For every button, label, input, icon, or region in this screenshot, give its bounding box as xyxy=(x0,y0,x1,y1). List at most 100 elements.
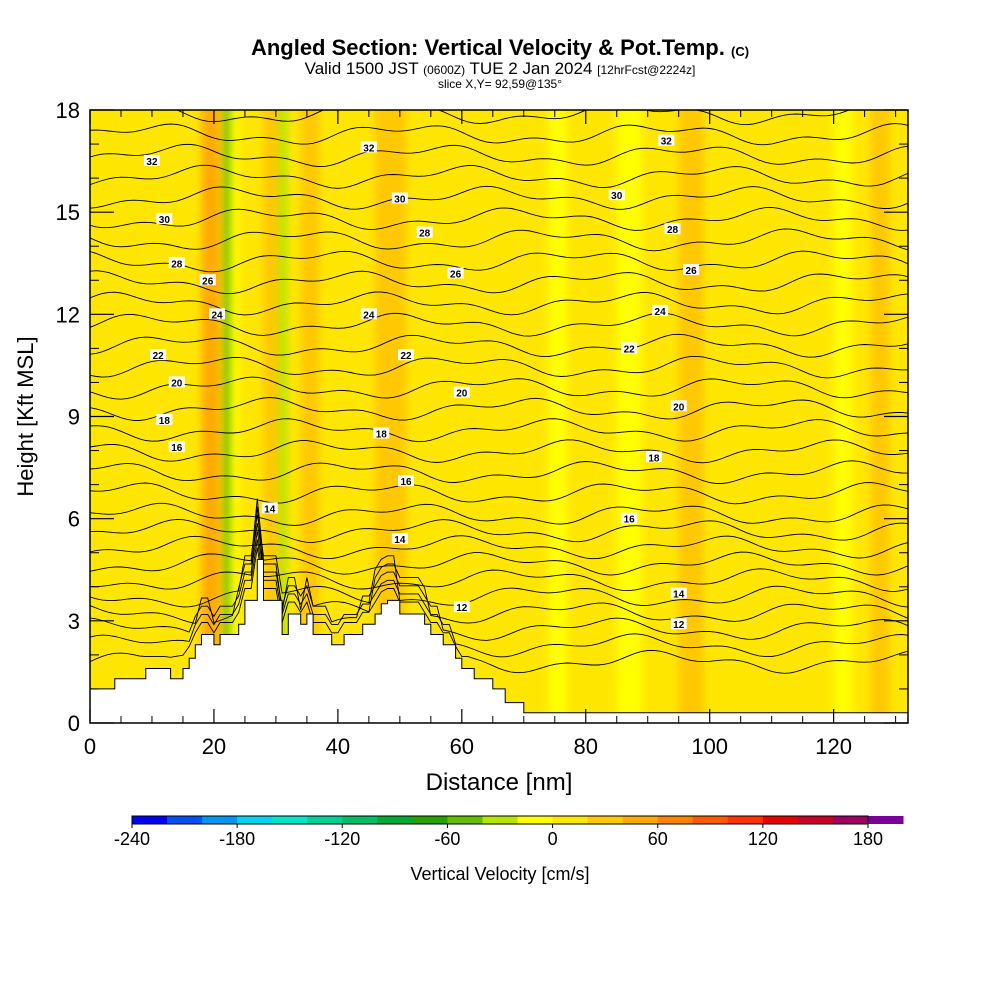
theta-contour-21 xyxy=(90,250,908,273)
x-tick-label-6: 120 xyxy=(815,734,852,759)
contour-label-26: 22 xyxy=(624,344,636,355)
contour-label-11: 30 xyxy=(394,195,406,206)
contour-label-23: 28 xyxy=(667,225,679,236)
velocity-column-15 xyxy=(870,110,890,723)
contour-label-bg-15 xyxy=(398,349,415,361)
contour-label-27: 20 xyxy=(673,402,685,413)
y-axis-label: Height [Kft MSL] xyxy=(13,336,38,496)
contour-label-5: 22 xyxy=(153,351,165,362)
contour-label-14: 24 xyxy=(363,310,375,321)
colorbar-swatch-16 xyxy=(692,816,729,824)
title-unit-tag: (C) xyxy=(731,44,750,59)
colorbar-swatch-19 xyxy=(797,816,834,824)
colorbar-swatch-21 xyxy=(868,816,904,824)
colorbar-swatch-18 xyxy=(762,816,799,824)
contour-label-2: 28 xyxy=(171,259,183,270)
theta-contour-27 xyxy=(90,123,908,146)
theta-contour-17 xyxy=(90,333,908,358)
colorbar-swatch-15 xyxy=(657,816,694,824)
x-tick-label-3: 60 xyxy=(450,734,474,759)
contour-label-bg-22 xyxy=(608,189,625,201)
contour-label-12: 28 xyxy=(419,229,431,240)
contour-label-20: 12 xyxy=(456,603,468,614)
contour-label-4: 24 xyxy=(211,310,223,321)
contour-label-bg-17 xyxy=(373,427,390,439)
contour-label-10: 32 xyxy=(363,143,375,154)
contour-label-15: 22 xyxy=(400,351,412,362)
colorbar-swatch-0 xyxy=(132,816,168,824)
contour-label-bg-18 xyxy=(398,475,415,487)
colorbar-swatch-10 xyxy=(482,816,518,824)
theta-contour-18 xyxy=(90,312,908,337)
contour-label-bg-11 xyxy=(391,192,408,204)
contour-label-0: 32 xyxy=(146,157,158,168)
colorbar-swatch-5 xyxy=(307,816,343,824)
contour-labels: 32 30 28 26 24 22 20 18 16 14 32 30 28 26 24 22 20 18 16 14… xyxy=(143,134,700,631)
theta-contour-23 xyxy=(90,206,908,231)
colorbar-tick-label-7: 180 xyxy=(853,829,883,849)
y-tick-label-6: 18 xyxy=(56,98,80,123)
contour-label-bg-3 xyxy=(199,274,216,286)
contour-label-bg-27 xyxy=(670,400,687,412)
forecast-tag: [12hrFcst@2224z] xyxy=(597,63,696,77)
theta-contour-28 xyxy=(105,110,908,126)
velocity-column-2 xyxy=(223,110,231,723)
contour-label-21: 32 xyxy=(661,137,673,148)
contour-label-17: 18 xyxy=(376,430,388,441)
y-tick-label-0: 0 xyxy=(68,711,80,736)
y-tick-label-5: 15 xyxy=(56,200,80,225)
x-tick-label-4: 80 xyxy=(574,734,598,759)
theta-contour-5 xyxy=(90,506,908,592)
theta-contour-8 xyxy=(90,518,908,543)
colorbar-swatch-7 xyxy=(377,816,413,824)
plot-axes: 0 20 40 60 80 100 120 0 3 6 9 12 15 18 Distance [nm] He… xyxy=(13,98,909,796)
contour-label-bg-29 xyxy=(621,512,638,524)
title-main-text: Angled Section: Vertical Velocity & Pot.… xyxy=(250,35,725,60)
chart-title-block: Angled Section: Vertical Velocity & Pot.… xyxy=(0,35,1000,91)
colorbar-swatch-13 xyxy=(587,816,624,824)
contour-label-bg-23 xyxy=(664,223,681,235)
colorbar-tick-label-3: -60 xyxy=(434,829,460,849)
contour-label-bg-4 xyxy=(209,308,226,320)
contour-label-bg-14 xyxy=(360,308,377,320)
contour-label-bg-31 xyxy=(670,618,687,630)
colorbar-tick-label-1: -180 xyxy=(219,829,255,849)
slice-info: slice X,Y= 92,59@135° xyxy=(437,77,563,91)
velocity-column-10 xyxy=(548,110,568,723)
theta-contour-26 xyxy=(90,143,908,168)
contour-label-bg-0 xyxy=(143,155,160,167)
velocity-column-5 xyxy=(279,110,288,723)
theta-contour-24 xyxy=(90,185,908,210)
theta-contour-30 xyxy=(90,60,908,83)
contour-label-bg-20 xyxy=(453,601,470,613)
x-tick-label-2: 40 xyxy=(326,734,350,759)
y-tick-label-3: 9 xyxy=(68,405,80,430)
contour-label-28: 18 xyxy=(648,453,660,464)
velocity-column-4 xyxy=(263,110,283,723)
colorbar-swatch-14 xyxy=(622,816,659,824)
contour-label-bg-9 xyxy=(261,502,278,514)
theta-contour-2 xyxy=(90,531,908,641)
contour-label-18: 16 xyxy=(400,477,412,488)
theta-contour-10 xyxy=(90,482,908,505)
colorbar-swatch-1 xyxy=(167,816,203,824)
theta-contour-1 xyxy=(90,539,908,658)
theta-contour-22 xyxy=(90,228,908,252)
contour-label-bg-24 xyxy=(683,264,700,276)
x-tick-label-5: 100 xyxy=(691,734,728,759)
vertical-velocity-field xyxy=(90,110,908,723)
contour-label-31: 12 xyxy=(673,620,685,631)
y-tick-label-2: 6 xyxy=(68,507,80,532)
theta-contour-4 xyxy=(90,514,908,608)
contour-label-24: 26 xyxy=(686,266,698,277)
contour-label-8: 16 xyxy=(171,443,183,454)
contour-label-7: 18 xyxy=(159,416,171,427)
contour-label-bg-16 xyxy=(453,386,470,398)
contour-label-bg-7 xyxy=(156,413,173,425)
contour-label-30: 14 xyxy=(673,590,685,601)
velocity-column-9 xyxy=(480,110,499,723)
colorbar-tick-label-0: -240 xyxy=(114,829,150,849)
colorbar-tick-label-6: 120 xyxy=(748,829,778,849)
potential-temperature-contours xyxy=(90,60,908,674)
contour-label-29: 16 xyxy=(624,515,636,526)
